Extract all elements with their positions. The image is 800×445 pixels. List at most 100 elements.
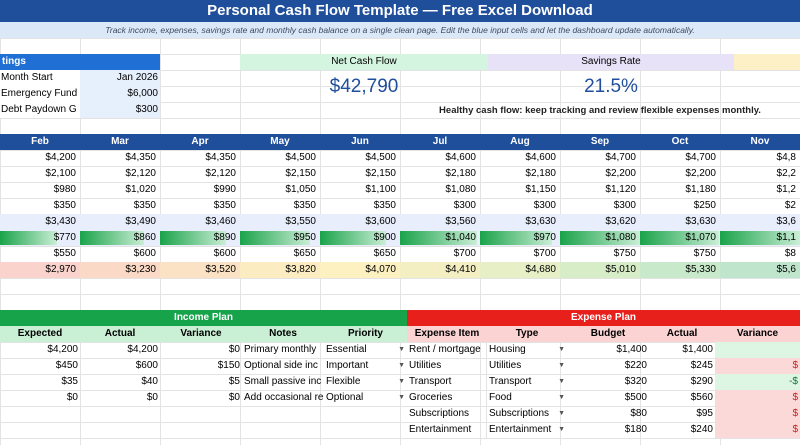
month-header-jul: Jul	[432, 136, 448, 147]
income-priority[interactable]: Essential ▼	[324, 342, 407, 358]
expense-item: Rent / mortgage	[407, 342, 487, 358]
month-cell: $1,050	[240, 182, 320, 198]
month-cell-value: $2,100	[45, 168, 76, 179]
data-bar	[0, 231, 57, 245]
month-cell: $4,350	[80, 150, 160, 166]
month-cell: $650	[320, 246, 400, 262]
expense-actual: $290	[690, 376, 713, 387]
expense-type[interactable]: Transport ▼	[487, 374, 567, 390]
month-cell: $1,070	[640, 230, 720, 246]
month-cell: $2,200	[560, 166, 640, 182]
income-variance: $0	[228, 344, 240, 355]
month-cell-value: $350	[373, 200, 396, 211]
month-cell: $700	[480, 246, 560, 262]
expense-actual: $240	[690, 424, 713, 435]
month-cell: $950	[240, 230, 320, 246]
savings-rate-label: Savings Rate	[488, 54, 734, 70]
settings-label: Emergency Fund	[0, 86, 80, 102]
settings-input-cell[interactable]: $6,000	[80, 86, 160, 102]
income-col-variance: Variance	[180, 328, 222, 339]
month-cell-value: $2,200	[605, 168, 636, 179]
expense-actual: $245	[690, 360, 713, 371]
income-priority[interactable]: Flexible ▼	[324, 374, 407, 390]
month-cell-value: $3,520	[205, 264, 236, 275]
income-actual: $0	[146, 392, 158, 403]
income-expected: $4,200	[47, 344, 78, 355]
data-bar	[80, 231, 144, 245]
settings-heading: tings	[0, 54, 160, 70]
settings-label: Debt Paydown G	[0, 102, 80, 118]
net-cash-flow-value: $42,790	[329, 76, 399, 97]
month-cell: $3,230	[80, 262, 160, 278]
month-table-row: $3,430 $3,490 $3,460 $3,550 $3,600 $3,560 $3,6…	[0, 214, 800, 230]
month-header-feb: Feb	[31, 136, 49, 147]
expense-col-budget: Budget	[590, 328, 626, 339]
month-cell-value: $3,230	[125, 264, 156, 275]
dropdown-arrow-icon[interactable]: ▼	[558, 426, 565, 433]
month-cell-value: $5,330	[685, 264, 716, 275]
settings-input-cell[interactable]: $300	[80, 102, 160, 118]
month-cell: $300	[480, 198, 560, 214]
dropdown-arrow-icon[interactable]: ▼	[558, 410, 565, 417]
month-cell: $350	[240, 198, 320, 214]
expense-budget: $500	[624, 392, 647, 403]
month-cell: $1,020	[80, 182, 160, 198]
expense-type[interactable]: Entertainment ▼	[487, 422, 567, 438]
month-cell-value: $2,180	[445, 168, 476, 179]
month-cell: $700	[400, 246, 480, 262]
income-priority[interactable]: Optional ▼	[324, 390, 407, 406]
month-cell: $4,410	[400, 262, 480, 278]
month-cell: $1,040	[400, 230, 480, 246]
month-cell-value: $3,6	[776, 216, 796, 227]
month-cell-value: $970	[533, 232, 556, 243]
expense-type[interactable]: Subscriptions ▼	[487, 406, 567, 422]
dropdown-arrow-icon[interactable]: ▼	[558, 378, 565, 385]
month-cell: $1,080	[400, 182, 480, 198]
month-cell-value: $4,600	[525, 152, 556, 163]
month-cell-value: $4,680	[525, 264, 556, 275]
month-cell: $2,120	[160, 166, 240, 182]
income-notes: Add occasional re	[244, 392, 324, 403]
dropdown-arrow-icon[interactable]: ▼	[398, 346, 405, 353]
month-cell-value: $1,080	[445, 184, 476, 195]
expense-col-actual: Actual	[666, 328, 698, 339]
month-cell-value: $2,180	[525, 168, 556, 179]
dropdown-arrow-icon[interactable]: ▼	[398, 378, 405, 385]
month-header-may: May	[270, 136, 290, 147]
expense-type[interactable]: Utilities ▼	[487, 358, 567, 374]
dropdown-arrow-icon[interactable]: ▼	[398, 362, 405, 369]
month-cell-value: $1,080	[605, 232, 636, 243]
month-cell-value: $700	[533, 248, 556, 259]
month-cell: $750	[560, 246, 640, 262]
month-cell-value: $4,070	[365, 264, 396, 275]
month-cell: $3,6	[720, 214, 800, 230]
month-cell: $4,500	[320, 150, 400, 166]
month-cell: $550	[0, 246, 80, 262]
income-row: $450 $600 $150 Optional side inc Important ▼	[0, 358, 407, 374]
dropdown-arrow-icon[interactable]: ▼	[558, 394, 565, 401]
income-priority[interactable]: Important ▼	[324, 358, 407, 374]
month-cell: $1,100	[320, 182, 400, 198]
expense-plan-columns: Expense Item Type Budget Actual Variance	[407, 326, 800, 342]
dropdown-arrow-icon[interactable]: ▼	[398, 394, 405, 401]
income-expected: $35	[61, 376, 78, 387]
dropdown-arrow-icon[interactable]: ▼	[558, 362, 565, 369]
expense-variance: $	[715, 390, 800, 406]
month-cell-value: $4,200	[45, 152, 76, 163]
expense-row: Subscriptions Subscriptions ▼ $80 $95 $	[407, 406, 800, 422]
month-cell-value: $3,460	[205, 216, 236, 227]
month-cell-value: $3,560	[445, 216, 476, 227]
income-col-priority: Priority	[347, 328, 383, 339]
expense-type[interactable]: Housing ▼	[487, 342, 567, 358]
month-cell-value: $300	[613, 200, 636, 211]
expense-type[interactable]: Food ▼	[487, 390, 567, 406]
month-header-sep: Sep	[590, 136, 610, 147]
expense-row: Transport Transport ▼ $320 $290 -$	[407, 374, 800, 390]
month-cell: $350	[80, 198, 160, 214]
expense-item: Utilities	[407, 358, 487, 374]
month-cell-value: $3,630	[685, 216, 716, 227]
dropdown-arrow-icon[interactable]: ▼	[558, 346, 565, 353]
month-cell: $2,150	[240, 166, 320, 182]
month-cell: $3,460	[160, 214, 240, 230]
settings-input-cell[interactable]: Jan 2026	[80, 70, 160, 86]
